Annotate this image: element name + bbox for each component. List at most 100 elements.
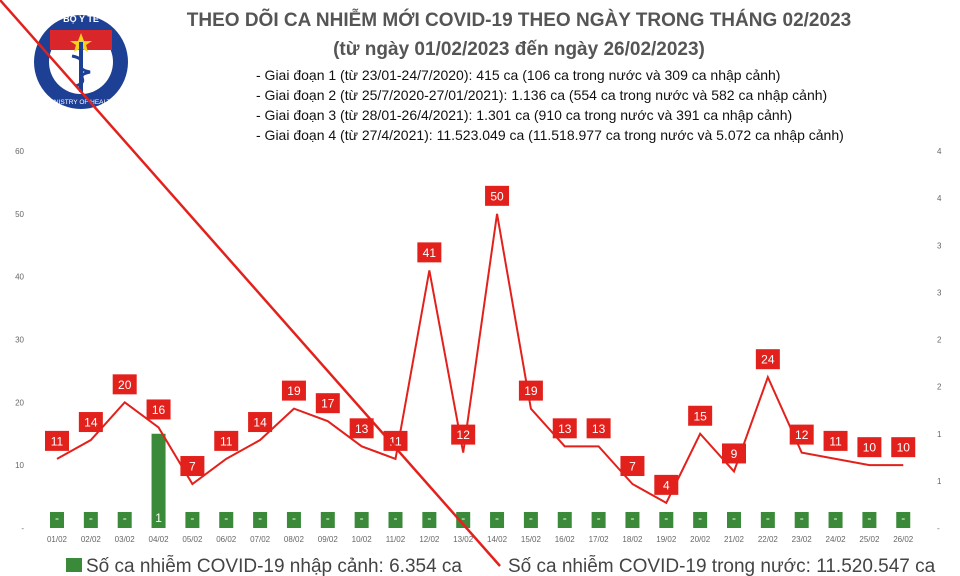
bar bbox=[794, 512, 809, 528]
data-label: 20 bbox=[118, 378, 132, 392]
data-label: 11 bbox=[51, 434, 64, 448]
legend-line-swatch bbox=[0, 0, 501, 567]
bar-value-label: - bbox=[190, 511, 194, 525]
left-tick-label: - bbox=[21, 524, 24, 533]
data-label-box bbox=[112, 374, 137, 395]
x-tick-label: 19/02 bbox=[656, 535, 677, 544]
x-tick-label: 18/02 bbox=[622, 535, 643, 544]
bar-value-label: - bbox=[766, 511, 770, 525]
data-label-box bbox=[45, 430, 69, 451]
data-label: 41 bbox=[423, 246, 437, 260]
x-tick-label: 20/02 bbox=[690, 535, 711, 544]
bar-value-label: - bbox=[901, 511, 905, 525]
line-path bbox=[56, 213, 904, 505]
data-label: 19 bbox=[524, 384, 538, 398]
data-label: 13 bbox=[355, 422, 369, 436]
bar bbox=[151, 433, 166, 528]
bar bbox=[219, 512, 234, 528]
bar bbox=[117, 512, 132, 528]
data-label: 19 bbox=[287, 384, 301, 398]
bar-value-label: - bbox=[800, 511, 804, 525]
bar bbox=[591, 512, 606, 528]
bar-value-label: - bbox=[326, 511, 330, 525]
data-label: 15 bbox=[693, 409, 707, 423]
bar bbox=[83, 512, 98, 528]
data-label-box bbox=[823, 430, 848, 451]
bar bbox=[828, 512, 843, 528]
note-line: - Giai đoạn 3 (từ 28/01-26/4/2021): 1.30… bbox=[256, 107, 792, 123]
bar bbox=[896, 512, 911, 528]
x-axis-labels: 01/02 02/02 03/02 04/02 05/02 06/02 07/02 08/02… bbox=[47, 535, 914, 544]
x-tick-label: 04/02 bbox=[149, 535, 170, 544]
chart-title: THEO DÕI CA NHIỄM MỚI COVID-19 THEO NGÀY… bbox=[187, 9, 851, 31]
legend-bar-label: Số ca nhiễm COVID-19 nhập cảnh: 6.354 ca bbox=[86, 555, 462, 576]
right-tick-label: 3 bbox=[937, 288, 942, 297]
data-label: 14 bbox=[84, 416, 98, 430]
data-label-box bbox=[755, 349, 780, 370]
bar bbox=[456, 512, 471, 528]
bar-value-label: - bbox=[360, 511, 364, 525]
bar-value-label: - bbox=[89, 511, 93, 525]
legend: Số ca nhiễm COVID-19 nhập cảnh: 6.354 ca… bbox=[0, 0, 936, 576]
data-label: 11 bbox=[829, 434, 842, 448]
bar-value-label: - bbox=[698, 511, 702, 525]
data-label-box bbox=[281, 380, 306, 401]
x-tick-label: 08/02 bbox=[284, 535, 305, 544]
x-tick-label: 26/02 bbox=[893, 535, 914, 544]
data-label: 13 bbox=[558, 422, 572, 436]
data-label-box bbox=[620, 456, 645, 477]
bar bbox=[625, 512, 640, 528]
data-label-box bbox=[857, 437, 882, 458]
data-label: 16 bbox=[152, 403, 166, 417]
bar-value-label: - bbox=[258, 511, 262, 525]
bar-series: - - - 1 - - - - - - - - - - - - - - - - - - - - - - bbox=[50, 433, 911, 528]
x-tick-label: 11/02 bbox=[386, 535, 406, 544]
bar-value-label: - bbox=[732, 511, 736, 525]
data-label-box bbox=[180, 456, 205, 477]
x-tick-label: 25/02 bbox=[859, 535, 880, 544]
bar-value-label: - bbox=[834, 511, 838, 525]
bar bbox=[862, 512, 877, 528]
bar-value-label: - bbox=[292, 511, 296, 525]
data-label: 4 bbox=[663, 478, 670, 492]
left-tick-label: 40 bbox=[15, 273, 24, 282]
x-tick-label: 17/02 bbox=[589, 535, 610, 544]
bar bbox=[659, 512, 674, 528]
x-tick-label: 05/02 bbox=[182, 535, 203, 544]
data-label-box bbox=[248, 412, 273, 433]
note-line: - Giai đoạn 2 (từ 25/7/2020-27/01/2021):… bbox=[256, 87, 827, 103]
x-tick-label: 12/02 bbox=[419, 535, 440, 544]
data-label-box bbox=[383, 430, 408, 451]
bar-value-label: - bbox=[597, 511, 601, 525]
line-series: 11 14 20 16 7 11 14 19 17 13 11 41 12 50 19 13 13 7 4 15 9 24… bbox=[45, 185, 916, 505]
data-label: 10 bbox=[897, 441, 911, 455]
left-tick-label: 60 bbox=[15, 147, 24, 156]
legend-bar-swatch bbox=[66, 558, 82, 572]
bar-value-label: - bbox=[123, 511, 127, 525]
data-label: 7 bbox=[189, 460, 196, 474]
bar bbox=[50, 512, 64, 528]
data-label: 11 bbox=[220, 434, 233, 448]
right-tick-label: 2 bbox=[937, 383, 942, 392]
bar bbox=[320, 512, 335, 528]
x-tick-label: 01/02 bbox=[47, 535, 68, 544]
bar-value-label: - bbox=[55, 511, 59, 525]
right-tick-label: 2 bbox=[937, 336, 942, 345]
right-tick-label: 3 bbox=[937, 241, 942, 250]
data-label: 50 bbox=[490, 189, 504, 203]
data-label: 13 bbox=[592, 422, 606, 436]
left-tick-label: 10 bbox=[15, 461, 24, 470]
x-tick-label: 03/02 bbox=[115, 535, 136, 544]
right-tick-label: 4 bbox=[937, 147, 942, 156]
right-tick-label: 1 bbox=[937, 430, 942, 439]
x-tick-label: 23/02 bbox=[792, 535, 813, 544]
x-tick-label: 09/02 bbox=[318, 535, 339, 544]
data-label: 9 bbox=[731, 447, 738, 461]
x-tick-label: 13/02 bbox=[453, 535, 474, 544]
data-label: 12 bbox=[795, 428, 809, 442]
data-label: 14 bbox=[253, 416, 267, 430]
right-tick-label: 4 bbox=[937, 194, 942, 203]
x-tick-label: 06/02 bbox=[216, 535, 237, 544]
bar-value-label: - bbox=[495, 511, 499, 525]
